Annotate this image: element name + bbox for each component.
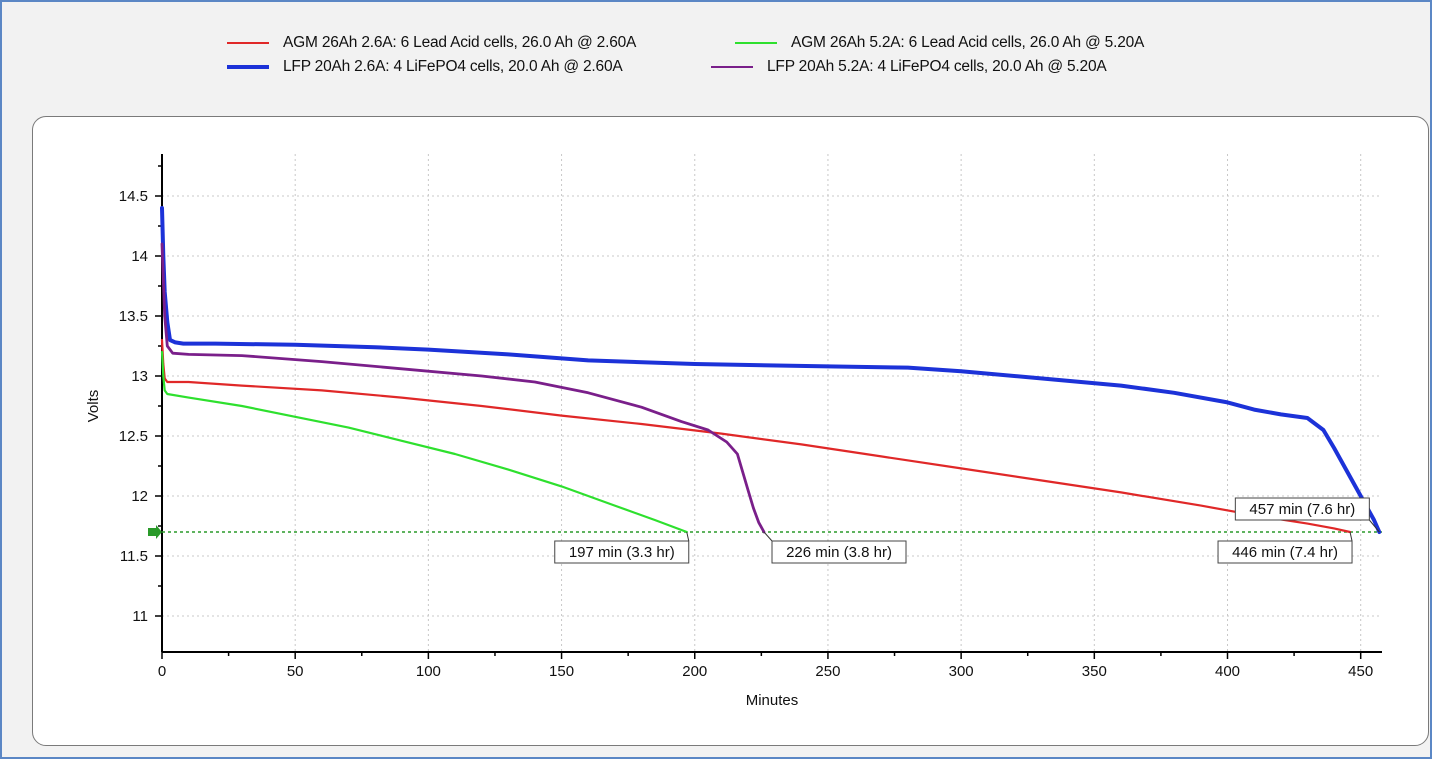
x-tick-label: 0 <box>158 663 166 680</box>
y-tick-label: 12.5 <box>119 428 148 445</box>
annotation-446-min: 446 min (7.4 hr) <box>1217 531 1353 564</box>
annotation-leader <box>1349 531 1353 542</box>
series-line-lfp-2-6a <box>160 206 1382 534</box>
cutoff-marker-arrow <box>148 525 162 539</box>
annotation-box <box>1234 497 1370 521</box>
annotation-box <box>554 540 690 564</box>
x-tick-label: 50 <box>287 663 304 680</box>
y-tick-label: 11.5 <box>120 548 148 565</box>
plot-frame <box>32 116 1429 746</box>
y-tick-label: 11 <box>132 608 148 625</box>
y-tick-label: 13.5 <box>119 308 148 325</box>
legend-item-lfp-5-2a: LFP 20Ah 5.2A: 4 LiFePO4 cells, 20.0 Ah … <box>711 56 1107 78</box>
x-tick-label: 400 <box>1215 663 1240 680</box>
y-tick-label: 13 <box>131 368 148 385</box>
annotation-226-min: 226 min (3.8 hr) <box>763 531 907 564</box>
axes-layer: 0 50 100 150 200 250 300 350 400 450 11 11.5 12 12.5 1… <box>119 154 1382 680</box>
legend-item-lfp-2-6a: LFP 20Ah 2.6A: 4 LiFePO4 cells, 20.0 Ah … <box>227 56 623 78</box>
legend-label-agm-2-6a: AGM 26Ah 2.6A: 6 Lead Acid cells, 26.0 A… <box>283 34 637 51</box>
y-tick-label: 14 <box>131 248 148 265</box>
x-tick-label: 100 <box>416 663 441 680</box>
legend-swatch-lfp-2-6a <box>227 65 269 69</box>
annotation-457-min: 457 min (7.6 hr) <box>1234 497 1380 533</box>
annotation-box <box>1217 540 1353 564</box>
annotation-197-min: 197 min (3.3 hr) <box>554 531 690 564</box>
x-tick-label: 300 <box>949 663 974 680</box>
x-tick-label: 350 <box>1082 663 1107 680</box>
legend-swatch-agm-5-2a <box>735 41 777 45</box>
legend-item-agm-5-2a: AGM 26Ah 5.2A: 6 Lead Acid cells, 26.0 A… <box>735 32 1144 54</box>
x-tick-label: 200 <box>682 663 707 680</box>
x-tick-label: 450 <box>1348 663 1373 680</box>
legend-label-agm-5-2a: AGM 26Ah 5.2A: 6 Lead Acid cells, 26.0 A… <box>791 34 1145 51</box>
series-layer <box>160 206 1382 534</box>
annotation-text: 226 min (3.8 hr) <box>786 544 892 561</box>
y-tick-label: 12 <box>131 488 148 505</box>
y-axis-title: Volts <box>85 390 102 423</box>
series-line-agm-2-6a <box>160 338 1352 534</box>
grid-layer <box>162 154 1382 652</box>
legend-item-agm-2-6a: AGM 26Ah 2.6A: 6 Lead Acid cells, 26.0 A… <box>227 32 636 54</box>
x-axis-title: Minutes <box>746 692 799 709</box>
legend-label-lfp-5-2a: LFP 20Ah 5.2A: 4 LiFePO4 cells, 20.0 Ah … <box>767 58 1107 75</box>
series-line-lfp-5-2a <box>160 242 766 534</box>
annotation-box <box>771 540 907 564</box>
x-tick-label: 250 <box>815 663 840 680</box>
annotation-text: 446 min (7.4 hr) <box>1232 544 1338 561</box>
legend-swatch-agm-2-6a <box>227 41 269 45</box>
annotation-leader <box>763 531 773 542</box>
chart-legend: AGM 26Ah 2.6A: 6 Lead Acid cells, 26.0 A… <box>227 32 1277 84</box>
legend-swatch-lfp-5-2a <box>711 65 753 69</box>
series-line-agm-5-2a <box>160 350 688 534</box>
annotation-text: 197 min (3.3 hr) <box>569 544 675 561</box>
annotation-layer: 197 min (3.3 hr) 226 min (3.8 hr) 446 min … <box>554 497 1380 564</box>
legend-label-lfp-2-6a: LFP 20Ah 2.6A: 4 LiFePO4 cells, 20.0 Ah … <box>283 58 623 75</box>
y-tick-label: 14.5 <box>119 188 148 205</box>
annotation-text: 457 min (7.6 hr) <box>1249 501 1355 518</box>
annotation-leader <box>686 531 690 542</box>
x-tick-label: 150 <box>549 663 574 680</box>
annotation-leader <box>1368 519 1380 533</box>
